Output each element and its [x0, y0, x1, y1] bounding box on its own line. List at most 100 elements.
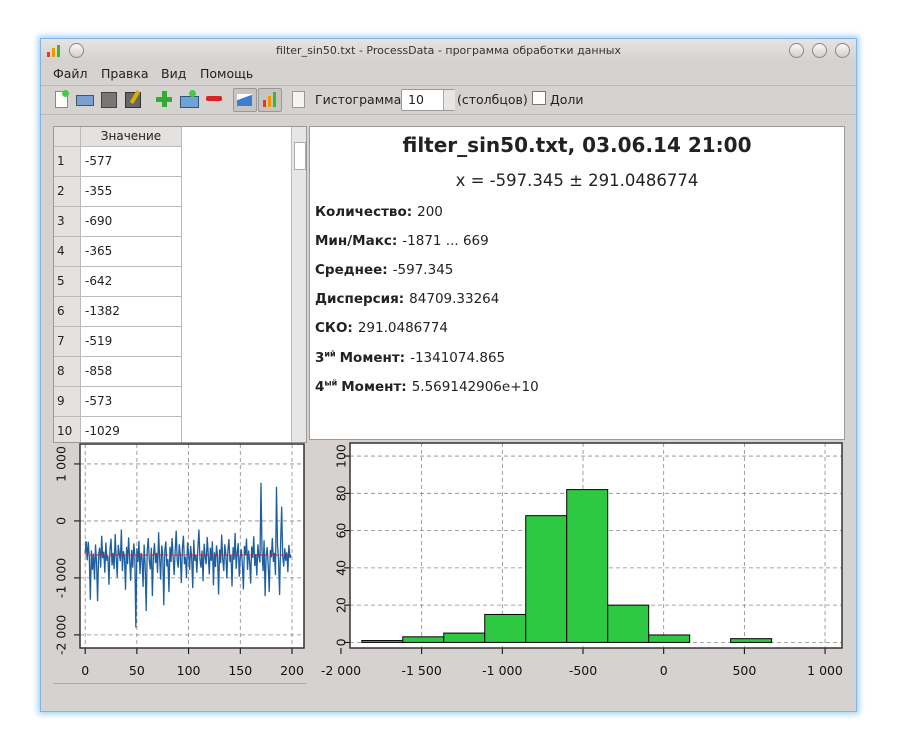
stat-label-text: Мин/Макс:: [315, 233, 398, 249]
plot-frame: [79, 443, 305, 649]
hist-view-button[interactable]: [258, 88, 282, 112]
x-tick-label: 100: [177, 663, 201, 678]
cell-value: -355: [81, 177, 182, 207]
hist-spinbox[interactable]: 10: [401, 89, 455, 111]
row-number: 6: [54, 297, 81, 327]
save-button[interactable]: [97, 88, 119, 110]
cell-value: -642: [81, 267, 182, 297]
cell-value: -1029: [81, 417, 182, 442]
print-button[interactable]: [73, 88, 95, 110]
stat-label-text: СКО:: [315, 320, 353, 336]
data-table: Значение 1 -577 2 -355 3 -690 4 -365 5 -642 6 -1382…: [53, 126, 307, 443]
new-button[interactable]: [50, 88, 72, 110]
stat-sup: ий: [324, 349, 336, 358]
menu-item[interactable]: Вид: [161, 66, 187, 81]
x-tick-label: -500: [569, 663, 597, 678]
bar: [402, 636, 445, 643]
stat-value: -1341074.865: [410, 349, 506, 366]
cell-value: -858: [81, 357, 182, 387]
bar: [730, 638, 773, 643]
bar: [566, 489, 609, 643]
x-tick-label: 200: [280, 663, 304, 678]
cell-value: -519: [81, 327, 182, 357]
bar: [361, 640, 404, 643]
spin-value: 10: [408, 92, 424, 107]
stat-value: -597.345: [392, 262, 454, 278]
stat-value: 84709.33264: [409, 291, 500, 307]
corner: [54, 127, 81, 147]
series-line: [84, 482, 292, 628]
add-button[interactable]: [153, 88, 175, 110]
stat-prefix: 3: [315, 349, 325, 366]
info-title: filter_sin50.txt, 03.06.14 21:00: [402, 133, 752, 157]
bar: [484, 613, 527, 643]
stat-label-text: Момент:: [339, 349, 406, 366]
y-tick-label: -1 000: [54, 558, 69, 598]
x-tick-label: 50: [129, 663, 145, 678]
bar: [648, 634, 691, 643]
window: filter_sin50.txt - ProcessData - програм…: [40, 38, 857, 712]
title-bar: filter_sin50.txt - ProcessData - програм…: [41, 39, 856, 63]
close-button[interactable]: [835, 43, 850, 58]
cell-value: -577: [81, 147, 182, 177]
cell-value: -690: [81, 207, 182, 237]
report-button[interactable]: [287, 88, 309, 110]
x-tick-label: -1 500: [401, 663, 441, 678]
x-tick-label: 0: [660, 663, 668, 678]
x-tick-label: 500: [732, 663, 756, 678]
bar: [525, 515, 568, 643]
insert-button[interactable]: [178, 88, 200, 110]
cell-value: -573: [81, 387, 182, 417]
bar: [443, 632, 486, 643]
bar: [607, 604, 650, 643]
y-tick-label: 80: [334, 485, 349, 501]
cell-value: -365: [81, 237, 182, 267]
stat-row: 3ий Момент: -1341074.865: [315, 349, 505, 366]
row-number: 4: [54, 237, 81, 267]
remove-button[interactable]: [203, 88, 225, 110]
stat-label: СКО:: [315, 320, 353, 336]
stat-row: Мин/Макс: -1871 ... 669: [315, 233, 489, 249]
row-number: 7: [54, 327, 81, 357]
info-panel: filter_sin50.txt, 03.06.14 21:00 x = -59…: [309, 126, 845, 440]
hist-unit: (столбцов): [457, 92, 528, 107]
info-formula: x = -597.345 ± 291.0486774: [455, 171, 699, 190]
stat-label: Мин/Макс:: [315, 233, 397, 249]
pin-button[interactable]: [69, 43, 84, 58]
menu-item[interactable]: Файл: [53, 66, 88, 81]
hist-label: Гистограмма:: [315, 92, 406, 107]
stat-row: Количество: 200: [315, 204, 443, 220]
stat-row: СКО: 291.0486774: [315, 320, 448, 336]
menu-item[interactable]: Правка: [101, 66, 149, 81]
row-number: 5: [54, 267, 81, 297]
y-tick-label: 1 000: [54, 446, 69, 482]
save-as-button[interactable]: [121, 88, 143, 110]
stat-label-text: Дисперсия:: [315, 291, 405, 307]
y-tick-label: 60: [334, 523, 349, 539]
column-header[interactable]: Значение: [81, 127, 182, 147]
y-tick-label: 100: [334, 444, 349, 468]
stat-value: 200: [417, 204, 443, 220]
stat-label: Среднее:: [315, 262, 388, 278]
maximize-button[interactable]: [812, 43, 827, 58]
app-icon: [47, 45, 61, 57]
stat-label: 4ый Момент:: [315, 378, 407, 395]
x-tick-label: -2 000: [321, 663, 361, 678]
fractions-checkbox[interactable]: [532, 91, 546, 105]
stat-value: 5.569142906e+10: [411, 378, 539, 395]
spin-arrows[interactable]: [443, 90, 455, 110]
stat-label-text: Среднее:: [315, 262, 388, 278]
minimize-button[interactable]: [789, 43, 804, 58]
scrollbar[interactable]: [291, 127, 306, 442]
separator: [41, 85, 856, 86]
stat-row: 4ый Момент: 5.569142906e+10: [315, 378, 539, 395]
line-view-button[interactable]: [233, 88, 257, 112]
cell-value: -1382: [81, 297, 182, 327]
stat-label: Количество:: [315, 204, 412, 220]
stat-row: Среднее: -597.345: [315, 262, 453, 278]
stat-value: -1871 ... 669: [402, 233, 489, 249]
menu-item[interactable]: Помощь: [200, 66, 254, 81]
fractions-label: Доли: [550, 92, 584, 107]
